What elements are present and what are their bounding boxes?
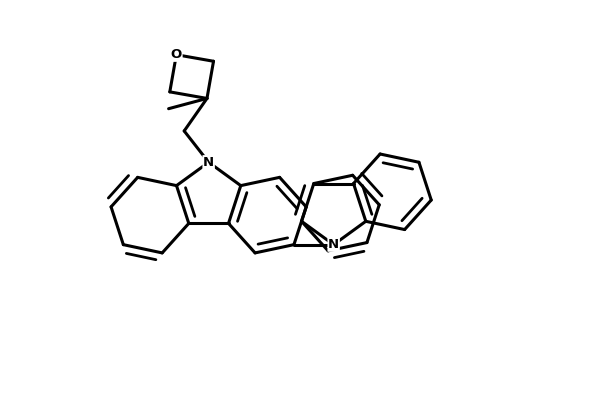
Text: O: O (171, 48, 182, 61)
Text: N: N (328, 238, 339, 251)
Text: N: N (203, 156, 214, 169)
